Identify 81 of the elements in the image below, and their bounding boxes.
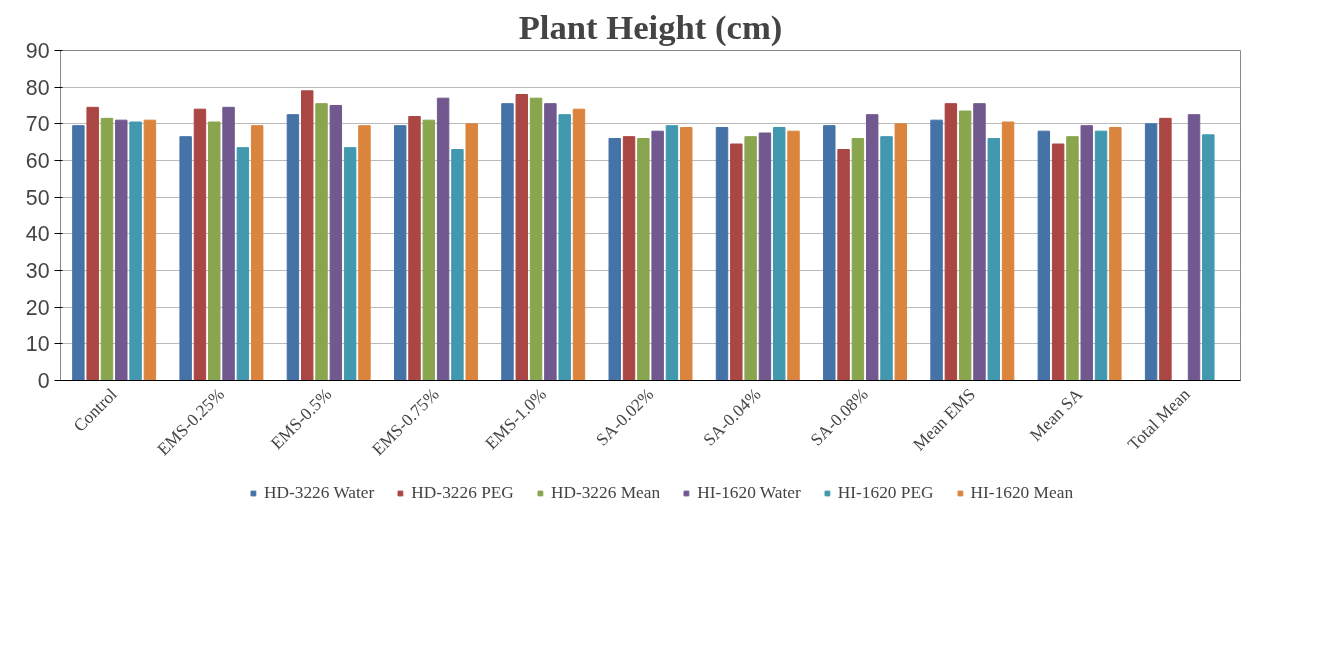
bar — [987, 138, 1000, 381]
bar — [930, 119, 943, 381]
bar — [1202, 134, 1215, 381]
bar — [315, 103, 328, 381]
bar — [501, 103, 514, 381]
bar — [865, 114, 879, 381]
bar — [301, 90, 314, 381]
bar — [143, 119, 157, 381]
bar — [86, 106, 99, 381]
bar — [343, 147, 357, 381]
y-tick-label: 80 — [25, 75, 50, 100]
y-tick-label: 10 — [25, 332, 50, 357]
bar — [637, 138, 650, 381]
y-tick-label: 50 — [25, 185, 50, 210]
bar — [408, 116, 421, 381]
bar — [100, 117, 114, 381]
bar — [72, 125, 85, 381]
bar — [208, 121, 221, 381]
bar — [1037, 130, 1051, 381]
bar — [1109, 127, 1122, 381]
bar — [436, 97, 450, 381]
legend-label: HD-3226 Water — [263, 483, 375, 503]
legend-label: HI-1620 PEG — [837, 483, 934, 503]
bar — [286, 114, 300, 381]
bar — [773, 127, 786, 381]
bar — [1066, 136, 1079, 381]
bar — [329, 105, 343, 381]
bar — [193, 108, 207, 381]
bar — [1080, 125, 1093, 381]
bar — [665, 125, 679, 381]
bar — [179, 136, 192, 381]
bar — [115, 119, 128, 381]
bar — [451, 149, 464, 381]
chart-title: Plant Height (cm) — [518, 7, 783, 47]
bar — [558, 114, 571, 381]
y-tick-label: 30 — [25, 259, 50, 283]
bar — [880, 136, 893, 381]
bar — [422, 119, 436, 381]
legend-label: HI-1620 Mean — [970, 483, 1074, 503]
y-tick-label: 20 — [25, 295, 50, 320]
legend-label: HI-1620 Water — [697, 483, 801, 503]
y-tick-label: 60 — [25, 149, 50, 173]
bar — [823, 125, 836, 381]
bar — [1001, 121, 1015, 381]
legend-label: HD-3226 Mean — [550, 483, 661, 503]
legend-label: HD-3226 PEG — [411, 483, 514, 503]
bar — [544, 103, 557, 381]
y-tick-label: 90 — [25, 39, 50, 63]
bar — [465, 123, 478, 381]
y-tick-label: 40 — [25, 222, 50, 247]
bar — [129, 121, 142, 381]
bar — [837, 149, 850, 381]
y-tick-label: 70 — [25, 112, 50, 137]
bar — [1159, 117, 1172, 381]
bar — [622, 136, 636, 381]
bar — [250, 125, 264, 381]
y-tick-label: 0 — [37, 369, 50, 393]
bar — [236, 147, 250, 381]
bar — [744, 136, 757, 381]
bar — [358, 125, 371, 381]
bar — [1094, 130, 1108, 381]
bar — [1051, 143, 1065, 381]
bar — [758, 132, 772, 381]
bar — [944, 103, 958, 381]
bar — [680, 127, 693, 381]
bar — [651, 130, 664, 381]
bar — [393, 125, 407, 381]
bar — [608, 138, 621, 381]
bar — [730, 143, 743, 381]
bar — [572, 108, 586, 381]
bar — [973, 103, 986, 381]
bar — [529, 97, 543, 381]
bar — [515, 94, 528, 381]
bar — [894, 123, 908, 381]
bar — [1187, 114, 1201, 381]
bar — [958, 110, 972, 381]
bar — [851, 138, 865, 381]
bar — [787, 130, 800, 381]
bar — [222, 106, 235, 381]
bar — [715, 127, 729, 381]
bar — [1144, 123, 1158, 381]
